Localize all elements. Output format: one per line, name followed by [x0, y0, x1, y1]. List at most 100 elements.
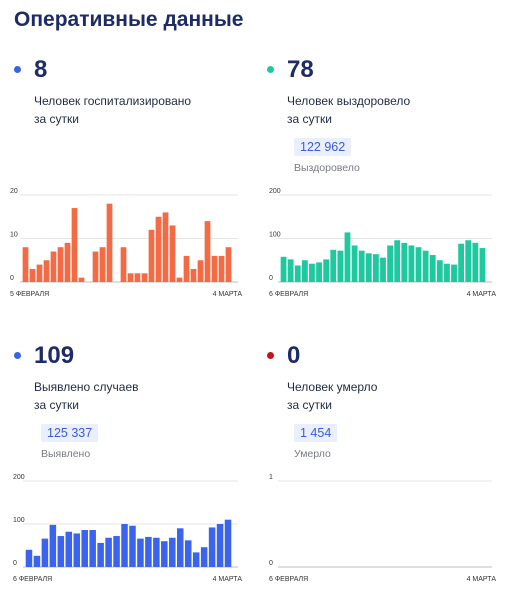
description-line-2: за сутки	[287, 398, 332, 412]
bar	[89, 530, 96, 567]
bar	[337, 250, 344, 282]
description-line-1: Выявлено случаев	[34, 380, 139, 394]
bar	[380, 257, 386, 282]
bar	[294, 265, 301, 282]
bar	[200, 547, 208, 567]
chart-hospitalized: 0 10 20 5 ФЕВРАЛЯ 4 МАРТА	[10, 188, 242, 298]
bar	[161, 541, 168, 567]
bar	[99, 247, 106, 282]
bar	[316, 262, 322, 282]
bar	[176, 277, 183, 282]
total-value: 1 454	[294, 424, 338, 442]
bar	[71, 208, 78, 282]
bar	[129, 525, 136, 567]
y-tick-label: 100	[13, 517, 25, 524]
bar	[65, 531, 73, 567]
y-tick-label: 0	[10, 275, 14, 282]
bar	[29, 268, 36, 282]
description-line-2: за сутки	[34, 112, 79, 126]
y-tick-label: 10	[10, 232, 18, 239]
bar	[458, 243, 465, 282]
bar	[81, 530, 88, 567]
x-end-label: 4 МАРТА	[467, 576, 497, 583]
bar	[451, 264, 457, 282]
bar	[211, 255, 218, 282]
bar	[148, 229, 155, 282]
bar	[106, 203, 113, 282]
x-end-label: 4 МАРТА	[213, 576, 243, 583]
y-tick-label: 0	[269, 275, 273, 282]
chart-recovered: 0 100 200 6 ФЕВРАЛЯ 4 МАРТА	[269, 188, 496, 298]
bar	[78, 277, 85, 282]
bar	[204, 221, 211, 282]
total-label: Выздоровело	[294, 162, 360, 174]
bar	[429, 255, 436, 282]
bar	[184, 540, 192, 567]
bar	[97, 542, 104, 567]
daily-value: 78	[287, 56, 314, 83]
bar	[49, 524, 57, 567]
bar	[287, 259, 294, 282]
bar	[192, 552, 200, 567]
bar	[323, 259, 330, 282]
bar	[218, 255, 225, 282]
y-tick-label: 1	[269, 474, 273, 481]
bar	[169, 225, 176, 282]
bar	[351, 245, 358, 282]
bar	[162, 212, 169, 282]
bar	[280, 256, 287, 282]
bar	[344, 232, 351, 282]
bar	[479, 248, 486, 282]
chart-died: 0 1 6 ФЕВРАЛЯ 4 МАРТА	[269, 474, 496, 583]
bar	[408, 245, 415, 282]
bar	[208, 527, 216, 567]
x-end-label: 4 МАРТА	[213, 291, 243, 298]
bar	[145, 536, 152, 567]
daily-value: 8	[34, 56, 48, 83]
bar	[113, 536, 120, 567]
bar	[225, 247, 232, 282]
bar	[43, 260, 50, 282]
daily-value: 109	[34, 342, 75, 369]
bar	[387, 245, 394, 282]
page-title: Оперативные данные	[14, 8, 244, 31]
daily-value: 0	[287, 342, 301, 369]
x-start-label: 6 ФЕВРАЛЯ	[269, 576, 308, 583]
y-tick-label: 0	[269, 560, 273, 567]
bar	[190, 268, 197, 282]
bullet-dot	[14, 352, 21, 359]
x-start-label: 5 ФЕВРАЛЯ	[10, 291, 49, 298]
bar	[141, 273, 148, 282]
description-line-2: за сутки	[287, 112, 332, 126]
bar	[33, 555, 41, 567]
bar	[183, 255, 190, 282]
bar	[301, 260, 308, 282]
bar	[25, 549, 33, 567]
bar	[394, 240, 401, 282]
daily-description: Человек госпитализировано за сутки	[34, 92, 244, 128]
bar	[358, 250, 365, 282]
bar	[134, 273, 141, 282]
bar	[401, 242, 408, 282]
bar	[22, 247, 29, 282]
bar	[120, 247, 127, 282]
bar	[155, 216, 162, 282]
x-start-label: 6 ФЕВРАЛЯ	[269, 291, 308, 298]
bar	[465, 240, 472, 282]
bar	[41, 538, 49, 567]
total-value: 122 962	[294, 138, 352, 156]
bar	[436, 260, 443, 282]
total-label: Умерло	[294, 448, 331, 460]
daily-description: Выявлено случаев за сутки	[34, 378, 244, 414]
bar	[169, 537, 176, 567]
total-label: Выявлено	[41, 448, 91, 460]
bar	[309, 263, 315, 282]
bar	[121, 524, 128, 567]
bar	[330, 249, 337, 282]
daily-description: Человек выздоровело за сутки	[287, 92, 497, 128]
bar	[444, 263, 450, 282]
bar	[57, 247, 64, 282]
bar	[127, 273, 134, 282]
description-line-1: Человек госпитализировано	[34, 94, 192, 108]
